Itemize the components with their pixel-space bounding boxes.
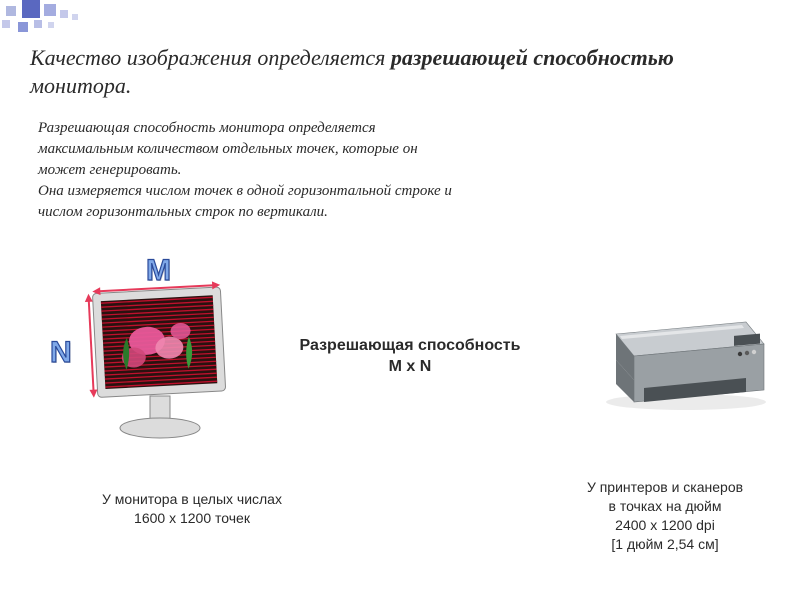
paragraph-1: Разрешающая способность монитора определ… — [38, 118, 458, 181]
printer-caption-l1: У принтеров и сканеров — [548, 478, 782, 497]
description-paragraph: Разрешающая способность монитора определ… — [38, 118, 458, 223]
title-bold: разрешающей способностью — [391, 45, 674, 70]
printer-caption-l2: в точках на дюйм — [548, 497, 782, 516]
axis-label-n: N — [50, 336, 72, 370]
printer-icon — [596, 302, 776, 412]
monitor-illustration: M N — [78, 280, 248, 460]
formula-line1: Разрешающая способность — [280, 336, 540, 357]
printer-caption-l3: 2400 x 1200 dpi — [548, 516, 782, 535]
header-decoration — [0, 0, 84, 34]
monitor-caption-l1: У монитора в целых числах — [72, 490, 312, 509]
axis-label-m: M — [146, 254, 171, 288]
formula-line2: M x N — [280, 357, 540, 378]
monitor-icon — [78, 280, 248, 460]
title-part1: Качество изображения определяется — [30, 45, 391, 70]
printer-illustration — [596, 302, 776, 412]
page-title: Качество изображения определяется разреш… — [30, 44, 770, 99]
monitor-caption: У монитора в целых числах 1600 x 1200 то… — [72, 490, 312, 528]
monitor-caption-l2: 1600 x 1200 точек — [72, 509, 312, 528]
resolution-formula: Разрешающая способность M x N — [280, 336, 540, 378]
paragraph-2: Она измеряется числом точек в одной гори… — [38, 181, 458, 223]
printer-caption: У принтеров и сканеров в точках на дюйм … — [548, 478, 782, 554]
title-part2: монитора. — [30, 73, 131, 98]
printer-caption-l4: [1 дюйм 2,54 см] — [548, 535, 782, 554]
